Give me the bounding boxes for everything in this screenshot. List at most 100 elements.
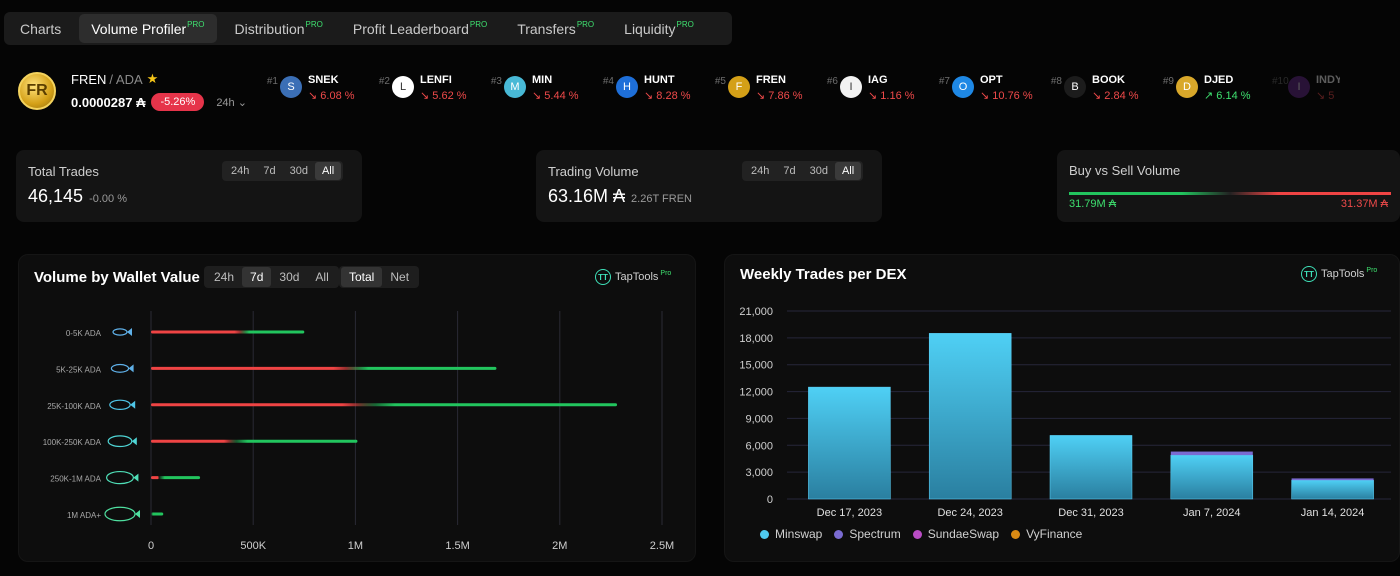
tab-liquidity[interactable]: Liquidity PRO [612,14,706,43]
tab-profit-leaderboard[interactable]: Profit Leaderboard PRO [341,14,499,43]
token-symbol: FREN [71,71,107,87]
legend-label: Spectrum [849,527,901,541]
ticker-rank: #1 [266,76,278,87]
x-category-label: Jan 14, 2024 [1301,507,1365,519]
ticker-item-indy[interactable]: #10 I INDY ↘ 5 [1272,74,1340,110]
lenfi-token-icon: L [392,76,414,98]
trades-tf-30d-button[interactable]: 30d [289,165,308,177]
ticker-change: ↘ 7.86 % [756,90,803,102]
taptools-logo-icon-2: TT [1301,266,1317,282]
ticker-item-snek[interactable]: #1 S SNEK ↘ 6.08 % [264,74,376,110]
ticker-text: HUNT ↘ 8.28 % [644,74,691,102]
y-category-label: 0-5K ADA [66,329,102,338]
ticker-item-min[interactable]: #3 M MIN ↘ 5.44 % [488,74,600,110]
minswap-bar[interactable] [1049,435,1133,500]
minswap-bar[interactable] [808,386,891,500]
timeframe-dropdown[interactable]: 24h ⌄ [216,96,247,109]
tab-label: Charts [20,20,62,37]
x-category-label: Dec 17, 2023 [817,507,882,519]
ticker-rank: #8 [1050,76,1062,87]
buy-sell-title: Buy vs Sell Volume [1069,163,1181,178]
token-pair: / ADA [109,71,143,87]
taptools-brand-label-2: TapTools [1321,268,1365,280]
favorite-star-icon[interactable]: ★ [146,71,159,86]
trades-tf-all-button[interactable]: All [314,162,342,180]
token-logo: FR [18,72,56,110]
volume-tf-7d-button[interactable]: 7d [783,165,796,177]
pro-badge: PRO [576,20,595,29]
minswap-bar[interactable] [1291,479,1374,500]
ticker-item-djed[interactable]: #9 D DJED ↗ 6.14 % [1160,74,1272,110]
ticker-symbol: OPT [980,74,1003,86]
ticker-symbol: DJED [1204,74,1234,86]
ticker-item-book[interactable]: #8 B BOOK ↘ 2.84 % [1048,74,1160,110]
total-trades-value: 46,145 [28,186,84,206]
volume-tf-30d-button[interactable]: 30d [809,165,828,177]
ticker-symbol: MIN [532,74,553,86]
tab-charts[interactable]: Charts [8,14,73,43]
ticker-text: INDY ↘ 5 [1316,74,1340,102]
wallet-tf-all-button[interactable]: All [315,270,329,284]
trading-volume-card: Trading Volume 24h 7d 30d All 63.16M ₳ 2.26… [536,150,882,222]
ticker-rank: #6 [826,76,838,87]
legend-sundaeswap[interactable]: SundaeSwap [912,527,999,541]
trading-volume-token: 2.26T FREN [631,193,692,205]
tab-transfers[interactable]: Transfers PRO [505,14,606,43]
taptools-brand: TT TapTools Pro [595,269,671,285]
volume-by-wallet-chart: 0 500K 1M 1.5M 2M 2.5M 0-5K ADA 5K-25K ADA 25K-1… [43,311,674,552]
buy-volume-bar [158,476,201,480]
spectrum-bar[interactable] [1291,478,1374,481]
x-tick-label: 500K [240,540,266,552]
spectrum-bar[interactable] [1170,451,1253,456]
tab-distribution[interactable]: Distribution PRO [223,14,335,43]
sell-volume: 31.37M ₳ [1340,198,1388,210]
wallet-tf-7d-button[interactable]: 7d [242,267,272,287]
volume-tf-24h-button[interactable]: 24h [751,165,770,177]
wallet-size-25k-100k-ada-icon [109,399,136,410]
buy-volume-bar [355,403,618,407]
legend-minswap[interactable]: Minswap [760,527,822,541]
minswap-bar[interactable] [1170,454,1254,500]
tab-label: Transfers [517,20,576,37]
y-category-label: 5K-25K ADA [56,365,102,374]
snek-token-icon: S [280,76,302,98]
trades-tf-7d-button[interactable]: 7d [263,165,276,177]
wallet-tf-30d-button[interactable]: 30d [279,270,300,284]
ticker-item-iag[interactable]: #6 I IAG ↘ 1.16 % [824,74,936,110]
legend-vyfinance[interactable]: VyFinance [1011,527,1082,541]
volume-by-wallet-title: Volume by Wallet Value [34,269,200,286]
ticker-rank: #4 [602,76,614,87]
minswap-bar[interactable] [928,333,1012,500]
ticker-item-fren[interactable]: #5 F FREN ↘ 7.86 % [712,74,824,110]
hunt-token-icon: H [616,76,638,98]
ticker-item-lenfi[interactable]: #2 L LENFI ↘ 5.62 % [376,74,488,110]
volume-tf-all-button[interactable]: All [834,162,862,180]
wallet-mode-total-button[interactable]: Total [341,267,383,287]
tab-label: Liquidity [624,20,676,37]
ticker-symbol: IAG [868,74,888,86]
ticker-rank: #2 [378,76,390,87]
pro-badge: PRO [305,20,323,29]
x-category-label: Jan 7, 2024 [1183,507,1241,519]
ticker-rank: #7 [938,76,950,87]
price-change-badge: -5.26% [151,93,205,111]
weekly-trades-title: Weekly Trades per DEX [740,266,907,283]
ticker-item-opt[interactable]: #7 O OPT ↘ 10.76 % [936,74,1048,110]
book-token-icon: B [1064,76,1086,98]
ticker-symbol: FREN [756,74,786,86]
total-trades-title: Total Trades [28,164,99,179]
buy-volume-bar [345,366,497,370]
ticker-symbol: BOOK [1092,74,1125,86]
ticker-symbol: HUNT [644,74,675,86]
y-tick-label: 6,000 [745,440,773,452]
x-category-label: Dec 24, 2023 [937,507,1002,519]
wallet-mode-net-button[interactable]: Net [390,270,410,284]
wallet-tf-24h-button[interactable]: 24h [214,270,235,284]
y-category-label: 100K-250K ADA [43,438,102,447]
trades-tf-24h-button[interactable]: 24h [231,165,250,177]
legend-spectrum[interactable]: Spectrum [834,527,901,541]
tab-volume-profiler[interactable]: Volume Profiler PRO [79,14,217,43]
trading-volume-title: Trading Volume [548,164,639,179]
wallet-size-250k-1m-ada-icon [105,470,139,485]
ticker-item-hunt[interactable]: #4 H HUNT ↘ 8.28 % [600,74,712,110]
